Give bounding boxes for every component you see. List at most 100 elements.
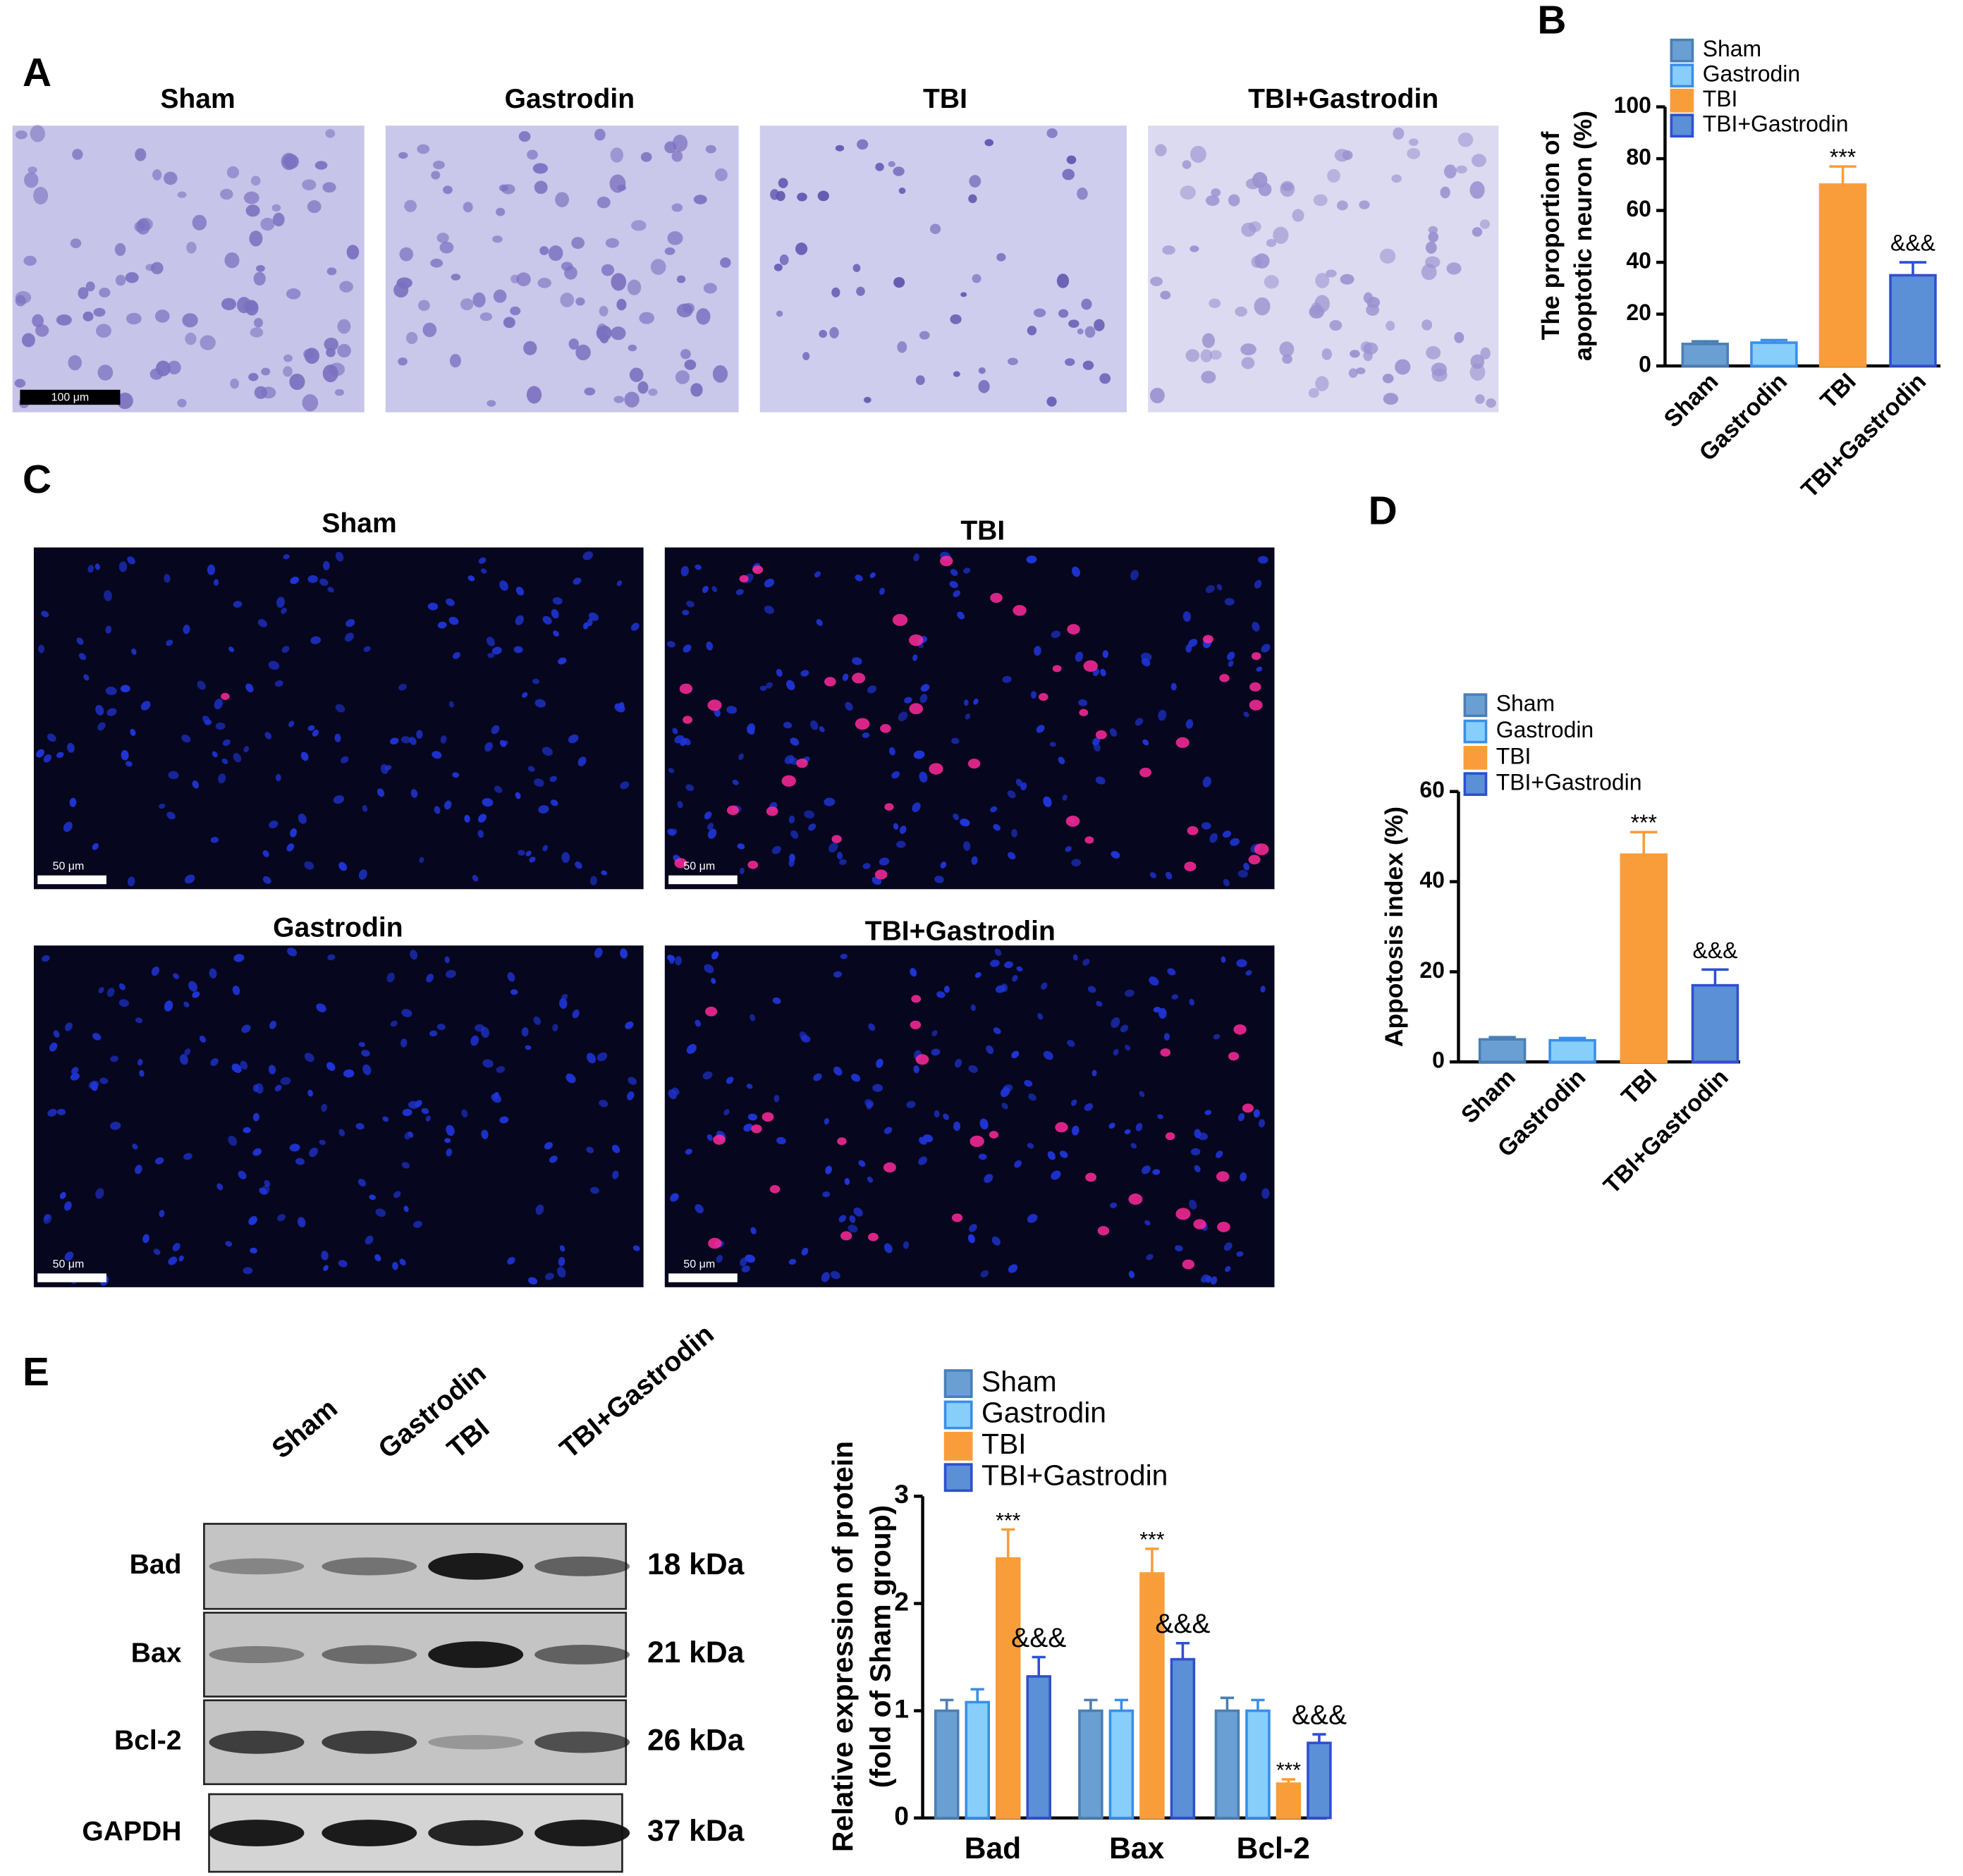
apoptotic-nucleus bbox=[970, 1135, 984, 1148]
nucleus bbox=[1111, 851, 1120, 859]
nucleus bbox=[565, 1073, 576, 1084]
cell bbox=[516, 272, 531, 287]
blot-band bbox=[209, 1730, 305, 1754]
nucleus bbox=[750, 1014, 756, 1022]
cell bbox=[667, 231, 683, 245]
nucleus bbox=[1011, 1050, 1020, 1059]
cell bbox=[329, 362, 345, 376]
nucleus bbox=[448, 701, 454, 708]
nucleus bbox=[432, 751, 442, 759]
nucleus bbox=[732, 780, 739, 785]
cell bbox=[1077, 328, 1084, 335]
nucleus bbox=[233, 753, 242, 763]
nucleus bbox=[738, 753, 744, 761]
nucleus bbox=[990, 806, 998, 813]
legend-label: Sham bbox=[1703, 36, 1761, 61]
nucleus bbox=[849, 1215, 856, 1223]
nucleus bbox=[618, 701, 625, 710]
error-bar bbox=[1488, 1036, 1516, 1040]
cell bbox=[1421, 264, 1437, 281]
cell bbox=[1058, 309, 1069, 318]
nucleus bbox=[968, 1065, 978, 1073]
nucleus bbox=[686, 1043, 697, 1054]
scale-bar bbox=[20, 389, 121, 405]
apoptotic-nucleus bbox=[1165, 1132, 1175, 1141]
apoptotic-nucleus bbox=[762, 1112, 774, 1122]
y-tick-label: 100 bbox=[1614, 92, 1651, 118]
nucleus bbox=[228, 646, 234, 652]
y-tick-label: 1 bbox=[894, 1693, 909, 1723]
cell bbox=[56, 314, 72, 326]
nucleus bbox=[399, 1258, 406, 1266]
apoptotic-nucleus bbox=[831, 835, 842, 843]
nucleus bbox=[358, 869, 367, 880]
nucleus bbox=[669, 957, 675, 964]
nucleus bbox=[1149, 872, 1157, 878]
nucleus bbox=[903, 1241, 910, 1249]
nucleus bbox=[106, 708, 117, 716]
nucleus bbox=[358, 1042, 366, 1048]
cell bbox=[613, 396, 625, 403]
nucleus bbox=[940, 862, 947, 869]
nucleus bbox=[304, 861, 314, 870]
cell bbox=[325, 129, 336, 138]
cell bbox=[778, 178, 788, 188]
y-tick-label: 2 bbox=[894, 1586, 909, 1616]
nucleus bbox=[1144, 1220, 1151, 1226]
cell bbox=[85, 281, 95, 292]
nucleus bbox=[723, 1109, 730, 1116]
apoptotic-nucleus bbox=[674, 858, 687, 869]
nucleus bbox=[626, 1091, 635, 1101]
cell bbox=[1379, 248, 1396, 264]
bar bbox=[934, 1709, 960, 1820]
nucleus bbox=[990, 960, 1000, 967]
nucleus bbox=[1157, 1114, 1164, 1120]
cell bbox=[1348, 368, 1358, 379]
cell bbox=[177, 398, 187, 407]
cell bbox=[493, 289, 507, 303]
error-bar bbox=[1114, 1698, 1129, 1711]
cell bbox=[1046, 396, 1057, 407]
nucleus bbox=[535, 1204, 544, 1215]
apoptotic-nucleus bbox=[911, 995, 922, 1003]
cell bbox=[684, 360, 697, 370]
nucleus bbox=[1051, 630, 1061, 639]
nucleus bbox=[830, 1270, 840, 1280]
cell bbox=[1440, 186, 1450, 199]
nucleus bbox=[333, 795, 345, 804]
nucleus bbox=[776, 1136, 786, 1145]
nucleus bbox=[743, 1123, 753, 1132]
cell bbox=[479, 312, 493, 321]
nucleus bbox=[957, 611, 965, 620]
blot-band bbox=[322, 1730, 417, 1754]
nucleus bbox=[1071, 1125, 1080, 1136]
apoptotic-nucleus bbox=[221, 692, 230, 700]
cell bbox=[1280, 180, 1295, 197]
nucleus bbox=[166, 811, 176, 820]
apoptotic-nucleus bbox=[752, 565, 764, 575]
apoptotic-nucleus bbox=[1097, 1226, 1110, 1236]
nucleus bbox=[499, 1116, 509, 1124]
nucleus bbox=[594, 948, 603, 958]
nucleus bbox=[290, 828, 298, 838]
cell bbox=[835, 145, 845, 152]
image-title: Gastrodin bbox=[505, 84, 635, 114]
nucleus bbox=[445, 969, 456, 979]
cell bbox=[969, 175, 982, 188]
cell bbox=[68, 355, 82, 371]
nucleus bbox=[862, 732, 870, 738]
nucleus bbox=[963, 699, 969, 706]
nucleus bbox=[838, 1215, 847, 1222]
nucleus bbox=[1188, 639, 1198, 647]
cell bbox=[1426, 345, 1441, 360]
cell bbox=[712, 364, 728, 383]
cell bbox=[518, 131, 531, 142]
apoptotic-nucleus bbox=[705, 1006, 718, 1017]
nucleus bbox=[888, 747, 895, 756]
cell bbox=[302, 394, 319, 412]
nucleus bbox=[63, 821, 73, 833]
apoptotic-nucleus bbox=[1251, 652, 1261, 661]
panel-label: B bbox=[1537, 0, 1566, 43]
cell bbox=[1209, 350, 1222, 360]
cell bbox=[250, 327, 264, 338]
